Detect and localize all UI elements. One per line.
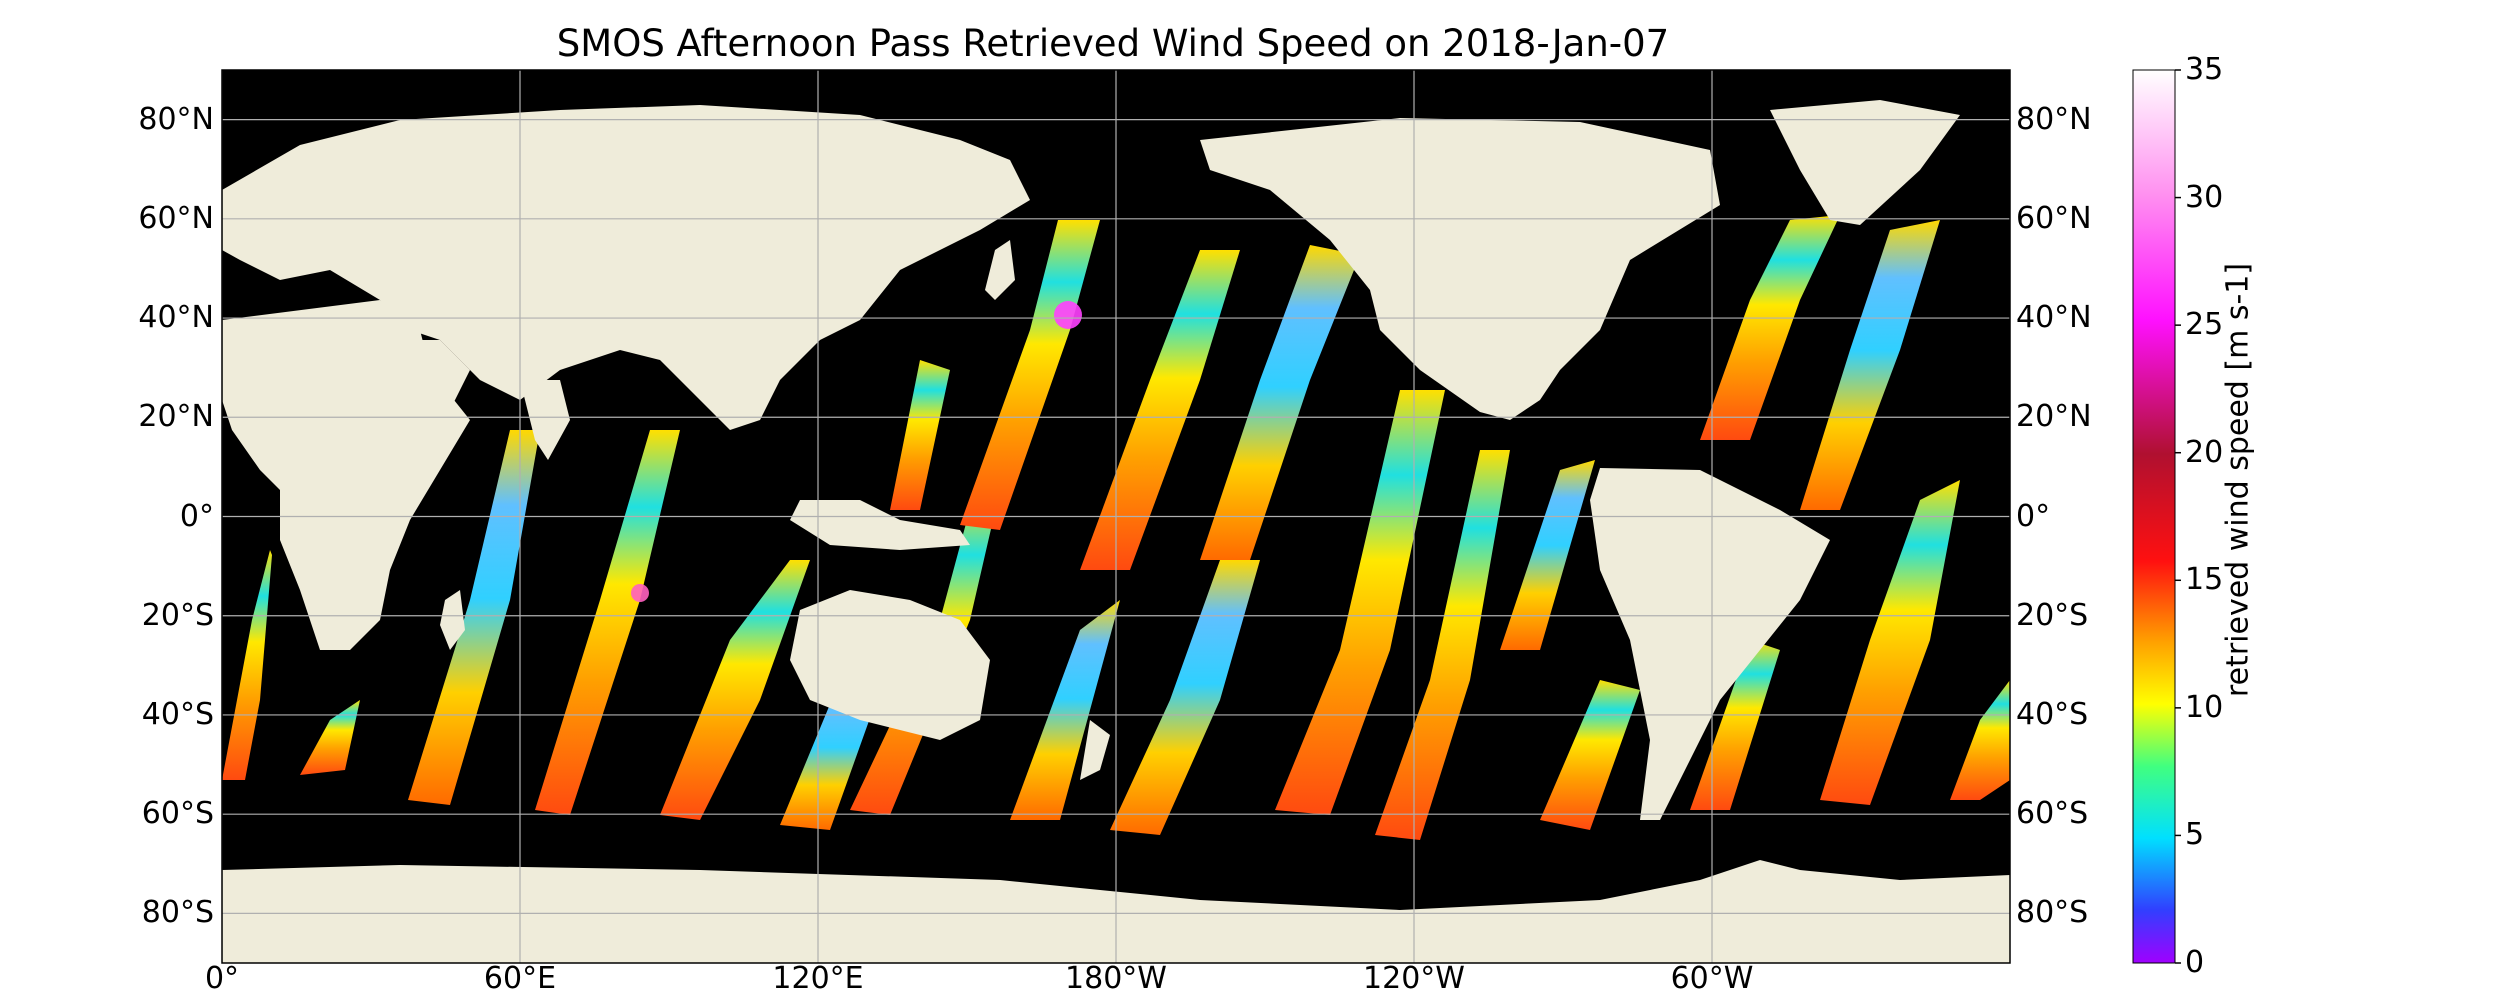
swath <box>535 430 680 815</box>
swath <box>1700 215 1840 440</box>
colorbar-tick-label: 20 <box>2185 434 2224 470</box>
colorbar-tick-label: 35 <box>2185 52 2224 87</box>
tick-label: 60°S <box>141 796 214 832</box>
swath <box>1080 250 1240 570</box>
swath <box>1950 680 2010 800</box>
storm-core <box>1054 301 1082 329</box>
indonesia <box>790 500 970 550</box>
swath <box>1375 450 1510 840</box>
swath <box>1110 560 1260 835</box>
storm-core <box>631 584 649 602</box>
japan <box>985 240 1015 300</box>
new-zealand <box>1080 720 1110 780</box>
tick-label: 0° <box>204 961 240 996</box>
arabia-india <box>380 340 570 460</box>
tick-label: 80°S <box>141 895 214 931</box>
colorbar-tick-label: 25 <box>2185 307 2224 343</box>
swath <box>1820 480 1960 805</box>
tick-label: 0° <box>179 498 214 534</box>
tick-label: 60°N <box>2016 200 2092 236</box>
australia <box>790 590 990 740</box>
swath <box>222 550 272 780</box>
swath <box>1200 245 1360 560</box>
colorbar-tickmarks <box>2175 69 2181 964</box>
colorbar-label: retrieved wind speed [m s-1] <box>2220 262 2256 698</box>
eurasia <box>222 105 1030 430</box>
madagascar <box>440 590 465 650</box>
tick-label: 80°S <box>2016 895 2089 931</box>
colorbar <box>2132 69 2176 964</box>
colorbar-tick-label: 30 <box>2185 179 2224 215</box>
colorbar-tick-label: 0 <box>2185 945 2205 980</box>
swath <box>890 360 950 510</box>
tick-label: 60°N <box>138 200 214 236</box>
south-america <box>1590 468 1830 820</box>
swath <box>1500 460 1595 650</box>
tick-label: 20°N <box>138 399 214 435</box>
tick-label: 20°S <box>2016 597 2089 633</box>
tick-label: 40°S <box>2016 696 2089 732</box>
swath <box>1540 680 1640 830</box>
tick-label: 20°S <box>141 597 214 633</box>
tick-label: 40°N <box>138 300 214 336</box>
tick-label: 60°W <box>1670 961 1754 996</box>
tick-label: 120°W <box>1363 961 1465 996</box>
greenland <box>1770 100 1960 225</box>
tick-label: 40°N <box>2016 300 2092 336</box>
tick-label: 60°E <box>483 961 557 996</box>
north-america <box>1200 118 1720 420</box>
map-frame <box>221 69 2011 964</box>
tick-label: 80°N <box>2016 101 2092 137</box>
swath <box>408 430 540 805</box>
swath <box>1010 600 1120 820</box>
swath <box>660 560 810 820</box>
colorbar-tick-label: 10 <box>2185 689 2224 725</box>
tick-label: 80°N <box>138 101 214 137</box>
swath <box>1800 220 1940 510</box>
tick-label: 20°N <box>2016 399 2092 435</box>
tick-label: 180°W <box>1065 961 1167 996</box>
map-title: SMOS Afternoon Pass Retrieved Wind Speed… <box>556 22 1670 65</box>
swath <box>300 700 360 775</box>
colorbar-tick-label: 15 <box>2185 562 2224 598</box>
swath <box>1275 390 1445 815</box>
tick-label: 60°S <box>2016 796 2089 832</box>
land-masses <box>222 100 2010 963</box>
swath <box>960 220 1100 530</box>
tick-label: 0° <box>2016 498 2051 534</box>
graticule <box>222 70 2010 963</box>
tick-label: 40°S <box>141 696 214 732</box>
tick-label: 120°E <box>772 961 864 996</box>
colorbar-tick-label: 5 <box>2185 817 2205 853</box>
